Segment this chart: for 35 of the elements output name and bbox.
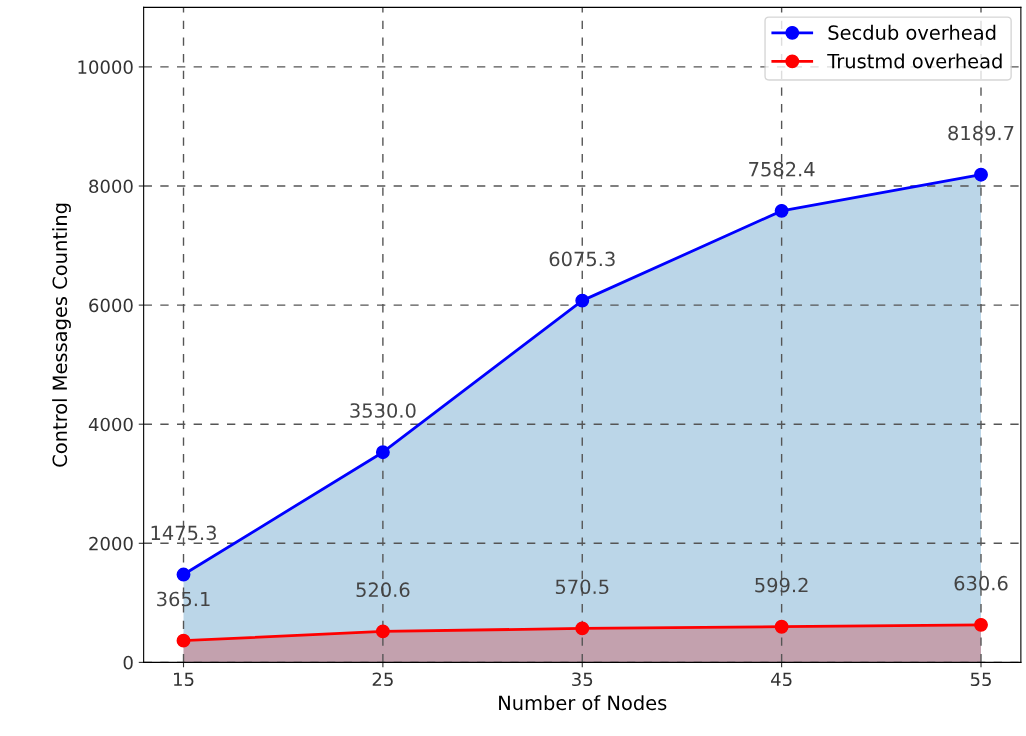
x-tick-label: 55 [970, 672, 991, 687]
data-label: 1475.3 [151, 525, 216, 541]
data-label: 630.6 [954, 575, 1008, 591]
data-label: 520.6 [356, 582, 410, 598]
x-tick-label: 45 [771, 672, 792, 687]
point [774, 203, 789, 218]
point [375, 624, 390, 639]
point [176, 633, 191, 648]
data-label: 8189.7 [948, 125, 1014, 141]
point [974, 617, 988, 632]
y-axis-title: Control Messages Counting [52, 203, 71, 467]
y-tick-label: 8000 [89, 179, 133, 194]
point [774, 619, 789, 634]
x-tick-label: 35 [572, 672, 593, 687]
y-tick-label: 10000 [78, 60, 133, 75]
legend-label: Trustmd overhead [827, 53, 1002, 69]
data-label: 3530.0 [350, 403, 416, 418]
legend-label: Secdub overhead [828, 24, 996, 40]
data-label: 365.1 [157, 591, 210, 607]
data-label: 7582.4 [749, 161, 815, 177]
point [974, 167, 988, 182]
x-tick-label: 25 [372, 672, 393, 687]
y-tick-label: 2000 [89, 536, 133, 551]
y-tick-label: 0 [123, 655, 133, 670]
data-label: 599.2 [755, 577, 808, 593]
point [575, 621, 590, 636]
x-axis-title: Number of Nodes [499, 695, 667, 711]
y-tick-label: 6000 [89, 298, 133, 313]
point [176, 567, 191, 582]
x-tick-label: 15 [174, 672, 194, 687]
point [375, 445, 390, 460]
y-tick-label: 4000 [88, 417, 133, 432]
data-label: 570.5 [555, 579, 609, 595]
data-label: 6075.3 [549, 251, 615, 267]
point [575, 293, 590, 308]
